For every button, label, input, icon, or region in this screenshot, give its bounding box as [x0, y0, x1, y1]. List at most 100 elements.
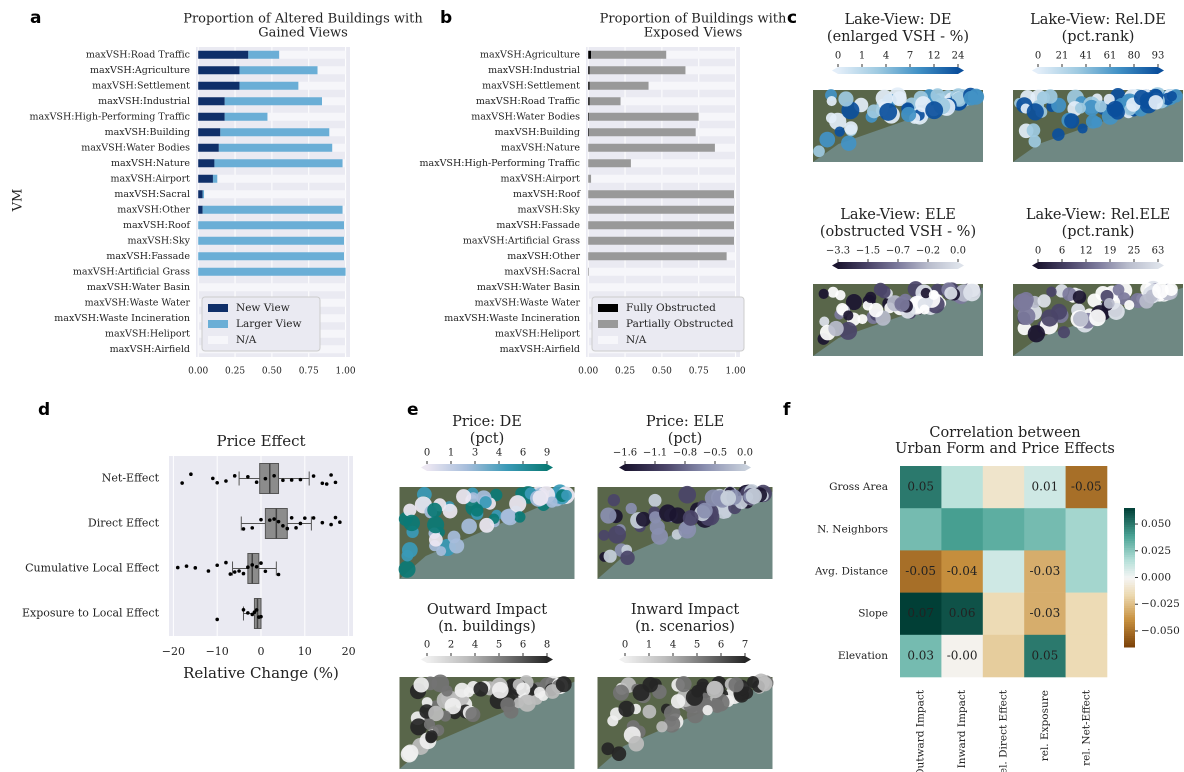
bar: [344, 221, 345, 229]
y-tick-label: maxVSH:Other: [507, 251, 580, 262]
map-dot: [449, 538, 464, 553]
point: [242, 572, 246, 576]
figure: a0.000.250.500.751.00Proportion of Alter…: [0, 0, 1184, 772]
map-dot: [1028, 325, 1045, 342]
colorbar: [838, 262, 958, 269]
colorbar-tick-label: 0: [622, 640, 628, 651]
y-tick-label: maxVSH:Waste Incineration: [54, 313, 190, 324]
y-tick-label: maxVSH:Settlement: [482, 80, 580, 91]
panel-letter: e: [407, 400, 419, 420]
x-tick-label: 0.75: [299, 367, 319, 377]
bar: [198, 66, 239, 74]
x-tick-label: 0.75: [689, 367, 709, 377]
bar: [631, 159, 736, 167]
colorbar-tick-label: 6: [1059, 246, 1065, 257]
map-dot: [944, 287, 957, 300]
colorbar-tick-label: 5: [694, 640, 700, 651]
cell-label: -0.00: [947, 648, 978, 662]
colorbar-tick-label: −0.025: [1141, 598, 1180, 610]
bar: [588, 82, 589, 90]
y-tick-label: maxVSH:Industrial: [488, 65, 580, 76]
bar: [588, 206, 734, 214]
chart-title: Correlation between: [929, 425, 1080, 441]
y-tick-label: maxVSH:Other: [117, 204, 190, 215]
chart-title: (enlarged VSH - %): [827, 29, 969, 45]
colorbar-tick-label: 8: [544, 640, 550, 651]
cell-label: 0.05: [907, 480, 934, 494]
colorbar-tick-label: 3: [472, 448, 478, 459]
bar: [588, 268, 589, 276]
colorbar-tick-label: −1.5: [856, 246, 880, 257]
bar: [734, 206, 735, 214]
bar: [590, 66, 686, 74]
heatmap-cell: [1066, 550, 1108, 593]
colorbar-extension: [745, 656, 751, 663]
bar: [685, 66, 735, 74]
bar: [332, 144, 345, 152]
point: [281, 478, 285, 482]
point: [325, 482, 329, 486]
heatmap-cell: [983, 550, 1025, 593]
map-dot: [436, 546, 446, 556]
point: [277, 573, 281, 577]
point: [329, 473, 333, 477]
colorbar: [625, 656, 745, 663]
bar: [248, 51, 279, 59]
map-dot: [857, 314, 867, 324]
map-dot: [464, 687, 474, 697]
x-tick-label: 0.00: [578, 367, 598, 377]
x-tick-label: −10: [206, 645, 229, 658]
y-tick-label: maxVSH:Waste Water: [85, 297, 191, 308]
point: [242, 608, 246, 612]
point: [259, 518, 263, 522]
colorbar-tick-label: 0: [424, 640, 430, 651]
map-dot: [1029, 135, 1041, 147]
panel-letter: b: [440, 8, 452, 28]
colorbar-tick-label: 6: [520, 448, 526, 459]
bar: [198, 159, 214, 167]
map-dot: [746, 488, 762, 504]
heatmap-cell: [983, 508, 1025, 551]
x-tick-label: 0.50: [262, 367, 282, 377]
colorbar-extension: [1158, 262, 1164, 269]
point: [224, 479, 228, 483]
map-dot: [920, 304, 930, 314]
point: [321, 482, 325, 486]
y-tick-label: N. Neighbors: [817, 523, 888, 535]
map-dot: [835, 290, 845, 300]
map-dot: [813, 145, 825, 157]
map-dot: [963, 284, 981, 302]
map-dot: [465, 707, 480, 722]
map-dot: [500, 509, 515, 524]
map-dot: [894, 297, 909, 312]
colorbar-extension: [421, 464, 427, 471]
colorbar-tick-label: 0.0: [737, 448, 753, 459]
map-dot: [1073, 311, 1089, 327]
map-dot: [561, 490, 572, 501]
map-dot: [431, 674, 449, 692]
point: [255, 608, 259, 612]
map-dot: [626, 503, 637, 514]
colorbar-tick-label: 0: [835, 51, 841, 62]
y-tick-label: maxVSH:Artificial Grass: [463, 235, 580, 246]
colorbar: [625, 464, 745, 471]
map-dot: [1134, 90, 1149, 105]
map-dot: [513, 698, 524, 709]
legend-swatch: [208, 320, 228, 328]
point: [211, 477, 215, 481]
heatmap-cell: [983, 466, 1025, 509]
y-tick-label: maxVSH:Water Bodies: [471, 111, 580, 122]
bar: [727, 252, 736, 260]
bar: [591, 175, 735, 183]
point: [321, 521, 325, 525]
colorbar-extension: [1032, 262, 1038, 269]
bar: [198, 97, 225, 105]
map-dot: [819, 132, 835, 148]
colorbar-tick-label: 6: [520, 640, 526, 651]
cell-label: -0.03: [1030, 564, 1061, 578]
map-dot: [533, 490, 549, 506]
point: [334, 516, 338, 520]
colorbar-tick-label: −3.3: [826, 246, 850, 257]
map-dot: [929, 290, 939, 300]
point: [338, 520, 342, 524]
